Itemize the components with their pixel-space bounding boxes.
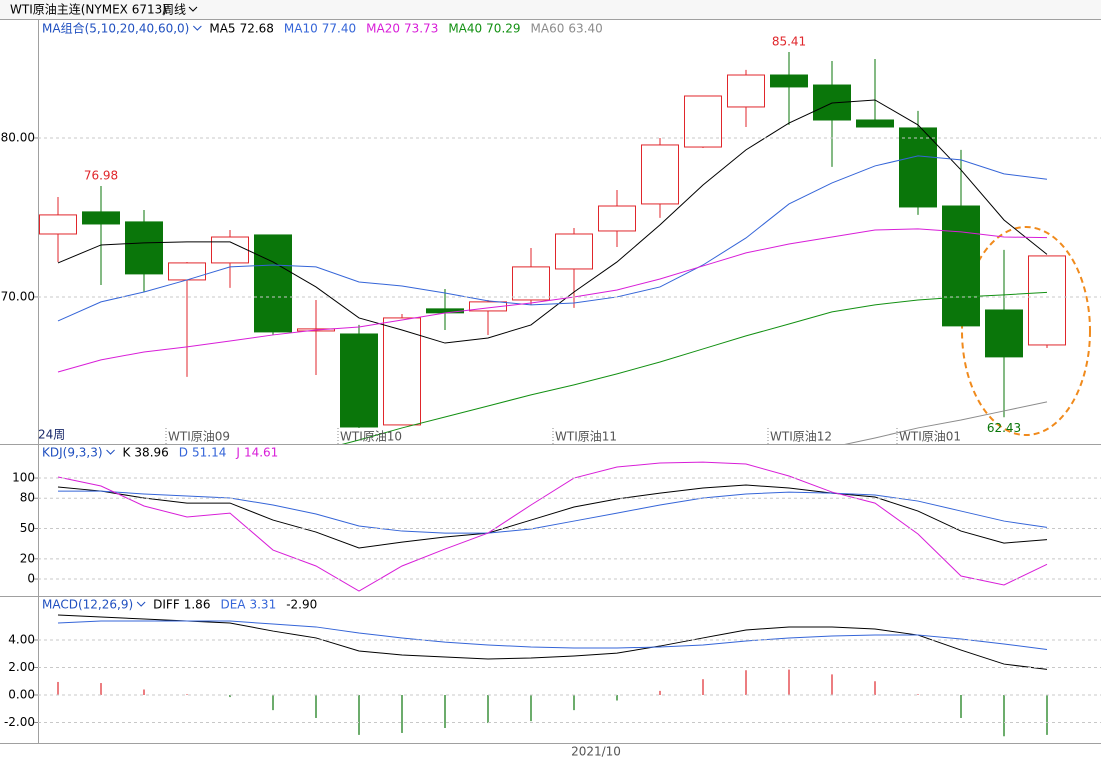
candle-body [727, 74, 765, 108]
candle-body [899, 127, 937, 208]
candle-body [770, 74, 808, 88]
legend-value: 38.96 [134, 446, 168, 460]
x-category-label: WTI原油01 [899, 430, 961, 444]
y-tick-label: 20 [20, 551, 35, 565]
toolbar [0, 0, 1101, 20]
candle-body [598, 205, 636, 232]
legend-value: 73.73 [404, 22, 438, 36]
ma-line [341, 291, 1048, 444]
instrument-name[interactable]: WTI原油主连(NYMEX 6713) [10, 2, 167, 17]
y-tick-label: 100 [12, 471, 35, 485]
ma-line [57, 155, 1048, 322]
highlight-ellipse [961, 226, 1091, 436]
candle-body [125, 221, 163, 275]
legend-name: D [179, 446, 188, 460]
candle-body [426, 308, 464, 314]
candle-body [82, 211, 120, 225]
candle-body [942, 205, 980, 327]
period-chevron[interactable] [188, 6, 198, 12]
candle-body [39, 214, 77, 235]
y-tick-label: 0 [27, 572, 35, 586]
legend-name: MA60 [531, 22, 565, 36]
plot-area [57, 461, 1048, 592]
legend-name: DEA [220, 598, 246, 612]
ma-line [57, 99, 1048, 344]
candle-body [555, 233, 593, 270]
legend-name: K [123, 446, 132, 460]
ma-line [57, 461, 1048, 592]
legend-value: 72.68 [240, 22, 274, 36]
legend-value: -2.90 [286, 598, 317, 612]
ma-line [844, 401, 1048, 444]
legend-value: 77.40 [322, 22, 356, 36]
legend-value: 14.61 [244, 446, 278, 460]
candle-body [684, 95, 722, 148]
legend-name: MA20 [366, 22, 400, 36]
legend-value: 70.29 [486, 22, 520, 36]
candle-body [1028, 255, 1066, 346]
candle-body [641, 144, 679, 205]
indicator-label: KDJ(9,3,3) [42, 446, 103, 460]
ma-line [57, 484, 1048, 549]
y-tick-label: 70.00 [1, 289, 35, 303]
x-category-label: WTI原油12 [770, 430, 832, 444]
plot-area [39, 51, 1066, 444]
y-tick-label: 4.00 [8, 633, 35, 647]
candle-body [168, 262, 206, 281]
candle-body [985, 309, 1023, 358]
legend-value: 63.40 [568, 22, 602, 36]
candle-body [469, 301, 507, 312]
indicator-chevron [136, 601, 146, 607]
candle-body [340, 333, 378, 428]
candle-body [512, 266, 550, 301]
legend-value: 51.14 [192, 446, 226, 460]
low-label: 62.43 [987, 421, 1021, 435]
legend-value: 3.31 [249, 598, 276, 612]
candle-body [383, 317, 421, 426]
y-tick-label: 80.00 [1, 130, 35, 144]
indicator-chevron [193, 25, 202, 31]
period-selector[interactable]: 周线 [162, 3, 186, 17]
legend-name: J [235, 446, 240, 460]
candle-body [856, 119, 894, 128]
legend-value: 1.86 [184, 598, 211, 612]
ma-line [58, 490, 1048, 534]
high-label: 85.41 [772, 34, 806, 48]
y-tick-label: -2.00 [4, 715, 35, 729]
plot-area [57, 614, 1048, 737]
x-category-label: WTI原油09 [168, 430, 230, 444]
indicator-chevron [106, 449, 115, 455]
y-tick-label: 80 [20, 491, 35, 505]
ma-line [57, 620, 1048, 650]
candle-body [211, 236, 249, 264]
x-category-label: WTI原油10 [340, 430, 402, 444]
high-label: 76.98 [84, 168, 118, 182]
x-category-label: WTI原油11 [555, 430, 617, 444]
ma-line [57, 614, 1048, 670]
ma-line [57, 228, 1048, 373]
indicator-label: MA组合(5,10,20,40,60,0) [42, 21, 189, 36]
legend-name: MA40 [448, 22, 482, 36]
candle-body [254, 234, 292, 333]
period-label: 24周 [38, 428, 65, 442]
legend-name: MA5 [209, 22, 235, 36]
y-tick-label: 2.00 [8, 660, 35, 674]
indicator-label: MACD(12,26,9) [42, 598, 133, 612]
legend-name: MA10 [284, 22, 318, 36]
legend-name: DIFF [153, 598, 180, 612]
y-tick-label: 50 [20, 521, 35, 535]
y-tick-label: 0.00 [8, 688, 35, 702]
x-axis-label: 2021/10 [571, 745, 621, 759]
